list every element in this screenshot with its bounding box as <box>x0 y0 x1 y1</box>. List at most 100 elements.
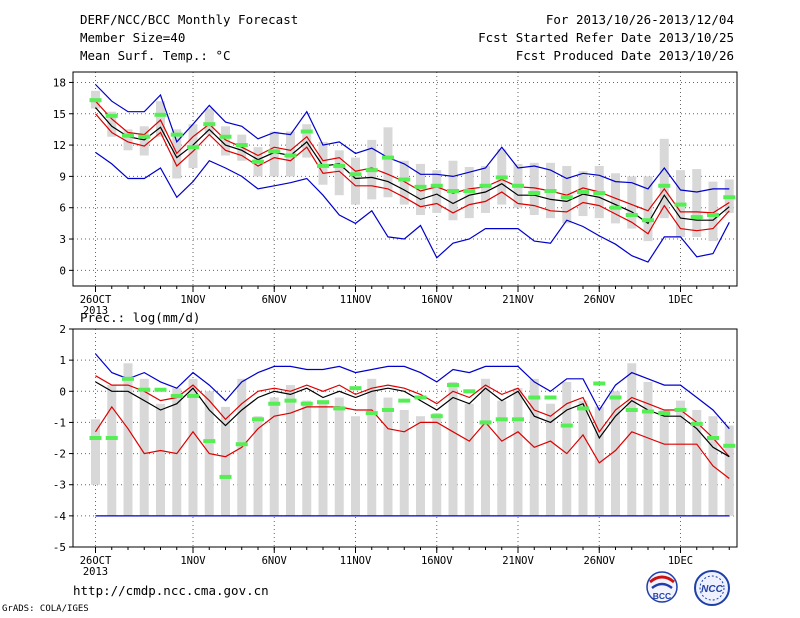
temp-spread-bar <box>383 127 393 198</box>
temp-line-min <box>95 151 730 263</box>
temp-line-upper <box>95 100 730 214</box>
temp-spread-bar <box>692 169 702 237</box>
temp-marker <box>89 98 102 103</box>
prec-spread-bar <box>643 381 653 516</box>
temp-marker <box>284 153 297 158</box>
prec-spread-bar <box>351 416 360 516</box>
prec-spread-bar <box>156 403 165 516</box>
temp-marker <box>430 183 443 188</box>
prec-marker <box>593 381 606 386</box>
temp-spread-bar <box>204 108 214 135</box>
prec-spread-bar <box>334 397 344 516</box>
temp-marker <box>512 183 524 188</box>
prec-spread-bar <box>497 400 507 516</box>
prec-marker <box>609 395 622 400</box>
temp-marker <box>187 145 199 150</box>
temp-marker <box>219 134 232 139</box>
prec-spread-bar <box>627 363 637 516</box>
temp-spread-bar <box>302 124 312 158</box>
temp-marker <box>723 195 736 200</box>
prec-spread-bar <box>513 388 523 516</box>
temp-xtick-label: 26NOV <box>583 294 615 306</box>
temp-ytick-label: 3 <box>59 233 66 246</box>
temp-marker <box>138 134 151 139</box>
prec-spread-bar <box>172 388 182 516</box>
temp-marker <box>609 205 622 210</box>
grads-credit: GrADS: COLA/IGES <box>2 604 89 614</box>
prec-spread-bar <box>383 397 393 516</box>
temp-marker <box>495 175 508 180</box>
temp-xtick-label: 1NOV <box>180 294 206 306</box>
prec-xtick-label: 26OCT <box>80 555 112 567</box>
prec-marker <box>187 393 199 398</box>
prec-marker <box>219 474 232 479</box>
precipitation-panel: -5 -4 -3 -2 -1 0 1 2 26OCT 1NOV 6NOV 11NOV 16NOV 21NO… <box>53 310 738 578</box>
temp-marker <box>528 191 541 196</box>
prec-ytick-label: -5 <box>53 541 66 554</box>
temp-spread-bar <box>659 138 669 219</box>
prec-plot-frame <box>72 328 738 548</box>
temp-spread-bar <box>432 170 442 213</box>
temp-plot-frame <box>72 71 738 287</box>
temp-marker <box>479 183 492 188</box>
prec-marker <box>333 406 346 411</box>
prec-spread-bar <box>562 381 572 516</box>
prec-spread-bar <box>481 378 490 516</box>
prec-spread-bar <box>546 403 555 516</box>
prec-marker <box>89 436 102 440</box>
bcc-logo-text: BCC <box>653 591 671 601</box>
temp-spread-bar <box>156 101 165 137</box>
prec-spread-bar <box>107 385 117 516</box>
prec-ytick-label: 1 <box>59 354 66 367</box>
temp-ytick-label: 0 <box>59 264 66 277</box>
temp-spread-bar <box>123 129 133 151</box>
prec-spread-bar <box>676 400 685 516</box>
source-url[interactable]: http://cmdp.ncc.cma.gov.cn <box>73 583 269 598</box>
temp-marker <box>317 163 329 168</box>
temp-marker <box>674 202 687 207</box>
temp-line-mean <box>95 107 730 225</box>
chart-title: DERF/NCC/BCC Monthly Forecast <box>80 12 299 27</box>
prec-spread-bar <box>659 409 669 516</box>
prec-marker <box>560 423 573 428</box>
prec-spread-bar <box>253 416 263 516</box>
prec-spread-bar <box>432 413 442 516</box>
temp-marker <box>333 163 346 168</box>
temp-marker <box>625 213 638 218</box>
temperature-panel: 0 3 6 9 12 15 18 26OCT 1NOV 6NOV 11NOV 16NOV 21NOV 26… <box>53 71 738 317</box>
fcst-started-label: Fcst Started Refer Date 2013/10/25 <box>478 30 734 45</box>
temp-ytick-label: 9 <box>59 170 66 183</box>
prec-spread-bar <box>123 363 133 516</box>
prec-marker <box>625 407 638 412</box>
temp-line-max <box>95 84 730 193</box>
prec-spread-bar <box>594 406 604 516</box>
temp-marker <box>414 184 427 189</box>
prec-marker <box>674 407 687 412</box>
prec-marker <box>300 401 313 406</box>
prec-xtick-label: 6NOV <box>262 555 288 567</box>
prec-xtick-label: 26NOV <box>583 555 615 567</box>
temp-marker <box>122 133 134 138</box>
prec-ytick-label: -3 <box>53 479 66 492</box>
prec-marker <box>252 417 264 422</box>
prec-marker <box>463 389 476 394</box>
temp-marker <box>463 189 476 194</box>
temp-spread-bar <box>351 157 360 205</box>
temp-spread-bar <box>481 165 490 213</box>
ncc-logo-text: NCC <box>701 584 723 595</box>
temp-xtick-label: 16NOV <box>421 294 453 306</box>
prec-marker <box>414 395 427 400</box>
prec-marker <box>723 443 736 448</box>
prec-marker <box>528 395 541 400</box>
temp-marker <box>577 190 589 195</box>
temp-ytick-label: 15 <box>53 108 66 121</box>
temp-marker <box>447 189 459 194</box>
prec-spread-bar <box>91 419 100 485</box>
prec-marker <box>479 420 492 425</box>
prec-marker <box>365 411 378 416</box>
prec-ylabel: Prec.: log(mm/d) <box>80 310 200 325</box>
temp-marker <box>690 215 703 220</box>
prec-xtick-label: 16NOV <box>421 555 453 567</box>
forecast-range-label: For 2013/10/26-2013/12/04 <box>545 12 734 27</box>
prec-marker <box>268 401 281 406</box>
